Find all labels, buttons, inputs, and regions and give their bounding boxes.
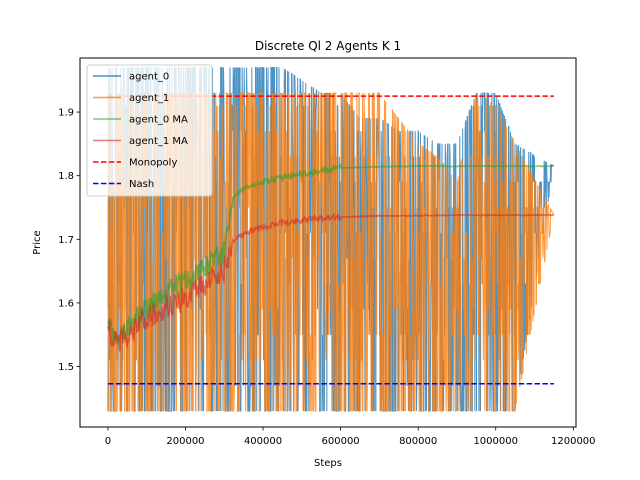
y-tick-label: 1.5 bbox=[58, 362, 74, 373]
chart-title: Discrete Ql 2 Agents K 1 bbox=[255, 39, 401, 53]
x-tick-label: 1200000 bbox=[551, 436, 596, 447]
x-tick-label: 1000000 bbox=[473, 436, 518, 447]
legend-label-nash: Nash bbox=[129, 179, 154, 190]
y-tick-label: 1.6 bbox=[58, 298, 74, 309]
legend-label-agent-1: agent_1 bbox=[129, 93, 169, 104]
y-tick-label: 1.8 bbox=[58, 171, 74, 182]
plot-frame bbox=[79, 57, 577, 428]
legend-label-agent-1-ma: agent_1 MA bbox=[129, 136, 188, 147]
x-tick-label: 600000 bbox=[322, 436, 360, 447]
agent-0-ma-series-line bbox=[107, 162, 554, 345]
x-tick-label: 800000 bbox=[399, 436, 437, 447]
legend-label-agent-0: agent_0 bbox=[129, 72, 169, 83]
legend-box bbox=[86, 64, 213, 197]
legend: agent_0 agent_1 agent_0 MA agent_1 MA Monopo… bbox=[86, 64, 213, 197]
agent-1-ma-series-line bbox=[107, 212, 555, 352]
axis-layer: 0 200000 400000 600000 800000 1000000 1200000 1… bbox=[58, 108, 595, 447]
x-axis-label: Steps bbox=[314, 458, 342, 469]
y-axis-label: Price bbox=[32, 230, 43, 254]
y-tick-label: 1.7 bbox=[58, 235, 74, 246]
y-tick-label: 1.9 bbox=[58, 108, 74, 119]
x-tick-label: 400000 bbox=[244, 436, 282, 447]
x-tick-label: 0 bbox=[105, 436, 111, 447]
x-tick-label: 200000 bbox=[166, 436, 204, 447]
agent-1-series-line bbox=[107, 92, 555, 412]
legend-label-agent-0-ma: agent_0 MA bbox=[129, 115, 188, 126]
legend-label-monopoly: Monopoly bbox=[129, 158, 177, 169]
